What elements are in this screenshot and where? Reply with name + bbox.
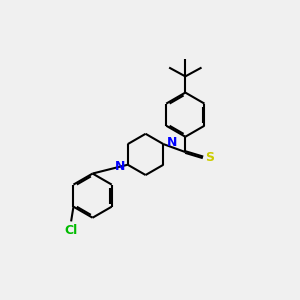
Text: S: S xyxy=(205,151,214,164)
Text: Cl: Cl xyxy=(64,224,78,237)
Text: N: N xyxy=(114,160,125,173)
Text: N: N xyxy=(167,136,177,149)
